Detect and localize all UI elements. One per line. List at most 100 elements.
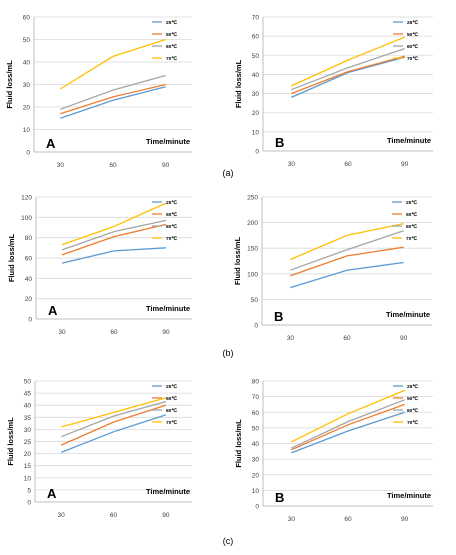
y-axis-label: Fluid loss/mL: [234, 59, 243, 108]
y-tick-label: 0: [255, 149, 259, 156]
x-tick-label: 30: [288, 516, 296, 523]
y-tick-label: 0: [26, 150, 30, 157]
x-tick-label: 60: [110, 329, 118, 336]
legend-label: 70℃: [407, 419, 418, 426]
legend-label: 50℃: [406, 211, 417, 218]
y-tick-label: 40: [252, 441, 260, 448]
series-line-4: [61, 397, 166, 428]
panel-letter: B: [274, 309, 283, 324]
x-tick-label: 90: [401, 516, 409, 523]
y-tick-label: 50: [252, 53, 260, 60]
series-line-2: [60, 404, 166, 446]
x-tick-label: 30: [57, 162, 65, 169]
y-tick-label: 250: [247, 195, 258, 202]
y-axis-label: Fluid loss/mL: [7, 233, 16, 282]
series-line-1: [61, 247, 167, 264]
y-tick-label: 40: [23, 60, 31, 67]
x-axis-label: Time/minute: [146, 137, 190, 146]
legend-label: 25℃: [166, 199, 177, 206]
series-line-1: [60, 414, 166, 454]
legend-label: 50℃: [166, 211, 177, 218]
y-tick-label: 80: [252, 379, 260, 386]
y-tick-label: 150: [247, 246, 258, 253]
legend-label: 50℃: [407, 395, 418, 402]
y-tick-label: 40: [24, 403, 32, 410]
x-tick-label: 60: [109, 162, 117, 169]
x-axis-label: Time/minute: [387, 491, 431, 500]
y-tick-label: 120: [21, 195, 32, 202]
y-tick-label: 35: [24, 415, 32, 422]
y-tick-label: 15: [24, 463, 32, 470]
legend-label: 70℃: [166, 235, 177, 242]
series-line-3: [61, 219, 167, 251]
row-caption: (a): [223, 168, 234, 178]
y-tick-label: 10: [23, 127, 31, 134]
series-line-4: [291, 36, 405, 87]
x-tick-label: 60: [343, 335, 351, 342]
y-tick-label: 20: [252, 110, 260, 117]
y-tick-label: 50: [251, 297, 259, 304]
panel-letter: A: [47, 486, 57, 501]
y-tick-label: 40: [252, 72, 260, 79]
legend-label: 70℃: [166, 419, 177, 426]
legend-label: 70℃: [166, 55, 177, 62]
legend-label: 25℃: [166, 19, 177, 26]
row-caption: (b): [223, 348, 234, 358]
series-line-2: [291, 55, 405, 95]
legend-label: 60℃: [166, 43, 177, 50]
x-tick-label: 60: [344, 516, 352, 523]
legend-label: 50℃: [407, 31, 418, 38]
y-tick-label: 60: [25, 256, 33, 263]
series-line-1: [60, 86, 166, 119]
legend-label: 60℃: [166, 223, 177, 230]
y-tick-label: 40: [25, 276, 33, 283]
y-tick-label: 30: [23, 82, 31, 89]
x-tick-label: 90: [400, 335, 408, 342]
y-tick-label: 50: [24, 379, 32, 386]
x-tick-label: 30: [58, 512, 66, 519]
panel-letter: B: [275, 490, 284, 505]
y-tick-label: 50: [252, 425, 260, 432]
series-line-4: [61, 202, 167, 246]
legend-label: 60℃: [166, 407, 177, 414]
y-tick-label: 80: [25, 235, 33, 242]
legend-label: 50℃: [166, 395, 177, 402]
series-line-4: [290, 222, 404, 261]
y-tick-label: 10: [24, 475, 32, 482]
legend-label: 70℃: [406, 235, 417, 242]
y-tick-label: 100: [21, 215, 32, 222]
chart-panel-3: 0 20 40 60 80 100 120 30 60 90 Fluid loss/mL Time/m…: [7, 195, 192, 336]
series-line-2: [290, 246, 404, 277]
y-tick-label: 70: [252, 394, 260, 401]
panel-letter: B: [275, 135, 284, 150]
chart-panel-5: 0 5 10 15 20 25 30 35 40 45 50 30 60 90 Fluid loss/mL T…: [6, 379, 192, 519]
chart-panel-6: 0 10 20 30 40 50 60 70 80 30 60 90 Fluid loss/mL Time…: [234, 379, 433, 523]
y-tick-label: 60: [23, 15, 31, 22]
x-tick-label: 30: [58, 329, 66, 336]
y-axis-label: Fluid loss/mL: [6, 417, 15, 466]
panel-letter: A: [46, 136, 56, 151]
series-line-2: [291, 403, 405, 451]
y-tick-label: 30: [252, 91, 260, 98]
y-tick-label: 45: [24, 391, 32, 398]
y-tick-label: 0: [28, 317, 32, 324]
y-tick-label: 5: [27, 487, 31, 494]
y-tick-label: 20: [23, 105, 31, 112]
x-axis-label: Time/minute: [387, 136, 431, 145]
legend-label: 70℃: [407, 55, 418, 62]
x-tick-label: 90: [162, 512, 170, 519]
x-axis-label: Time/minute: [146, 304, 190, 313]
legend-label: 60℃: [407, 43, 418, 50]
y-tick-label: 30: [24, 427, 32, 434]
y-tick-label: 10: [252, 129, 260, 136]
legend-label: 25℃: [407, 383, 418, 390]
chart-panel-1: 0 10 20 30 40 50 60 30 60 90 Fluid loss/mL Time/min…: [5, 15, 192, 169]
series-line-1: [291, 56, 405, 98]
series-line-1: [291, 411, 405, 454]
series-line-1: [290, 261, 404, 289]
y-tick-label: 25: [24, 439, 32, 446]
y-tick-label: 20: [25, 296, 33, 303]
y-tick-label: 10: [252, 488, 260, 495]
